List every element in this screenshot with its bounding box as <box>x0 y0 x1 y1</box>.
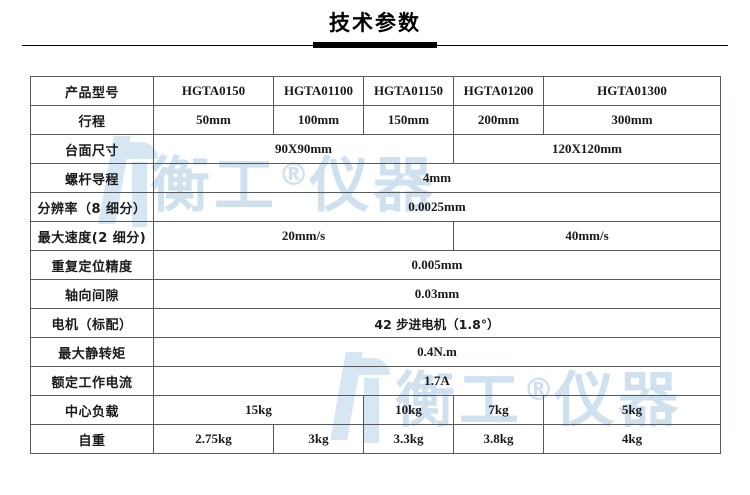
table-row: 自重 2.75kg 3kg 3.3kg 3.8kg 4kg <box>30 424 721 454</box>
table-cell: 4kg <box>543 424 721 454</box>
column-header-model: HGTA01200 <box>453 76 544 106</box>
table-cell: 2.75kg <box>153 424 274 454</box>
table-cell: 50mm <box>153 105 274 135</box>
table-cell: 3.8kg <box>453 424 544 454</box>
table-row: 行程 50mm 100mm 150mm 200mm 300mm <box>30 105 721 135</box>
row-label: 最大速度(2 细分) <box>30 221 154 251</box>
table-cell: 0.4N.m <box>153 337 721 367</box>
table-cell: 150mm <box>363 105 454 135</box>
table-row: 分辨率（8 细分） 0.0025mm <box>30 192 721 222</box>
table-row: 电机（标配） 42 步进电机（1.8°） <box>30 308 721 338</box>
table-row: 重复定位精度 0.005mm <box>30 250 721 280</box>
table-row: 中心负载 15kg 10kg 7kg 5kg <box>30 395 721 425</box>
row-label: 电机（标配） <box>30 308 154 338</box>
row-label: 自重 <box>30 424 154 454</box>
table-row: 额定工作电流 1.7A <box>30 366 721 396</box>
table-cell: 42 步进电机（1.8°） <box>153 308 721 338</box>
column-header-label: 产品型号 <box>30 76 154 106</box>
column-header-model: HGTA0150 <box>153 76 274 106</box>
table-cell: 0.03mm <box>153 279 721 309</box>
table-row: 螺杆导程 4mm <box>30 163 721 193</box>
table-cell: 0.0025mm <box>153 192 721 222</box>
table-header-row: 产品型号 HGTA0150 HGTA01100 HGTA01150 HGTA01200 H… <box>30 76 721 106</box>
table-cell: 20mm/s <box>153 221 454 251</box>
title-accent-bar <box>313 42 437 48</box>
row-label: 行程 <box>30 105 154 135</box>
table-cell: 40mm/s <box>453 221 721 251</box>
table-cell: 300mm <box>543 105 721 135</box>
page-title: 技术参数 <box>329 11 421 35</box>
table-row: 台面尺寸 90X90mm 120X120mm <box>30 134 721 164</box>
row-label: 中心负载 <box>30 395 154 425</box>
spec-table-body: 产品型号 HGTA0150 HGTA01100 HGTA01150 HGTA01200 H… <box>30 76 721 454</box>
spec-table-container: 产品型号 HGTA0150 HGTA01100 HGTA01150 HGTA01200 H… <box>30 76 721 454</box>
table-row: 最大速度(2 细分) 20mm/s 40mm/s <box>30 221 721 251</box>
row-label: 轴向间隙 <box>30 279 154 309</box>
column-header-model: HGTA01150 <box>363 76 454 106</box>
row-label: 最大静转矩 <box>30 337 154 367</box>
row-label: 分辨率（8 细分） <box>30 192 154 222</box>
table-row: 最大静转矩 0.4N.m <box>30 337 721 367</box>
row-label: 台面尺寸 <box>30 134 154 164</box>
column-header-model: HGTA01100 <box>273 76 364 106</box>
table-cell: 200mm <box>453 105 544 135</box>
table-cell: 3.3kg <box>363 424 454 454</box>
table-cell: 1.7A <box>153 366 721 396</box>
table-cell: 100mm <box>273 105 364 135</box>
page-header: 技术参数 <box>0 0 750 58</box>
table-cell: 4mm <box>153 163 721 193</box>
table-cell: 7kg <box>453 395 544 425</box>
table-cell: 3kg <box>273 424 364 454</box>
technical-spec-table: 产品型号 HGTA0150 HGTA01100 HGTA01150 HGTA01200 H… <box>30 76 721 454</box>
row-label: 重复定位精度 <box>30 250 154 280</box>
table-cell: 15kg <box>153 395 364 425</box>
table-cell: 5kg <box>543 395 721 425</box>
table-cell: 10kg <box>363 395 454 425</box>
row-label: 额定工作电流 <box>30 366 154 396</box>
table-cell: 0.005mm <box>153 250 721 280</box>
table-row: 轴向间隙 0.03mm <box>30 279 721 309</box>
column-header-model: HGTA01300 <box>543 76 721 106</box>
table-cell: 120X120mm <box>453 134 721 164</box>
row-label: 螺杆导程 <box>30 163 154 193</box>
table-cell: 90X90mm <box>153 134 454 164</box>
